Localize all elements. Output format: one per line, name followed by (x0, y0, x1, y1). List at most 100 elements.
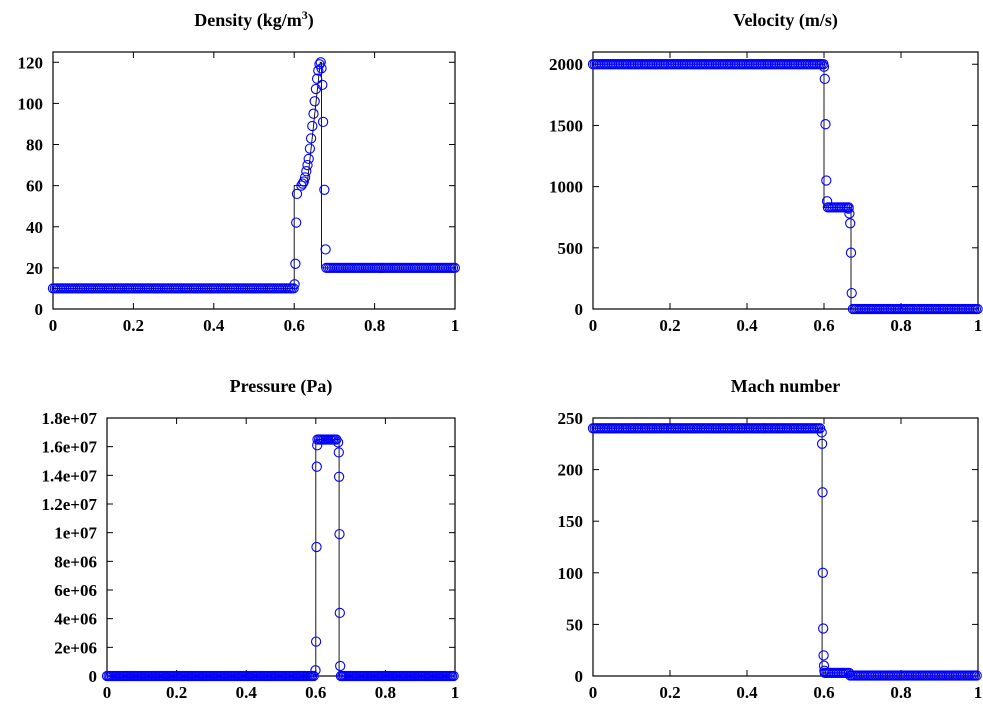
x-tick-label: 0.8 (890, 683, 911, 702)
chart-title: Pressure (Pa) (230, 376, 333, 397)
data-point (332, 437, 344, 448)
data-point (291, 217, 302, 228)
y-tick-label: 500 (558, 239, 584, 258)
y-tick-label: 200 (558, 461, 584, 480)
data-point (311, 461, 322, 472)
data-point (819, 73, 830, 85)
data-point (297, 178, 308, 189)
data-point (299, 172, 311, 183)
data-point (309, 96, 320, 107)
x-tick-label: 0.4 (736, 316, 758, 335)
data-point (817, 567, 828, 578)
data-point (333, 471, 345, 482)
x-tick-label: 1 (974, 316, 983, 335)
plot-frame (592, 417, 979, 677)
y-tick-label: 80 (26, 136, 43, 155)
data-point (305, 133, 317, 144)
y-tick-label: 50 (566, 615, 583, 634)
data-point (303, 153, 314, 165)
data-point (310, 83, 322, 95)
data-point (334, 528, 345, 540)
data-point (818, 623, 829, 634)
x-tick-label: 0.2 (123, 316, 144, 335)
data-point (818, 650, 829, 661)
data-point (310, 636, 322, 647)
x-tick-label: 1 (451, 316, 460, 335)
data-point (821, 196, 833, 207)
y-tick-label: 100 (18, 94, 44, 113)
data-point (301, 166, 312, 177)
x-tick-label: 0.8 (364, 316, 385, 335)
x-tick-label: 0.6 (284, 316, 305, 335)
data-point (311, 73, 323, 84)
data-point (821, 175, 832, 186)
data-point (304, 143, 316, 154)
x-tick-label: 0.8 (890, 316, 911, 335)
x-tick-label: 0.2 (659, 683, 680, 702)
data-point (844, 208, 855, 219)
data-point (308, 670, 319, 682)
data-point (818, 660, 830, 671)
x-tick-label: 0.2 (166, 683, 187, 702)
chart-panel-3: Pressure (Pa) 0 0.2 0.4 0.6 0.8 1 0 2e+06 4e+06 6e… (42, 376, 460, 702)
data-point (817, 487, 828, 498)
data-point (449, 262, 460, 274)
data-point (308, 108, 319, 119)
chart-title: Mach number (731, 376, 841, 396)
y-tick-label: 4e+06 (54, 610, 97, 629)
data-point (334, 607, 345, 619)
y-tick-label: 150 (558, 512, 584, 531)
data-point (290, 258, 301, 269)
data-point (820, 119, 831, 130)
data-point (846, 287, 857, 299)
data-point (843, 203, 854, 214)
data-point (335, 660, 346, 672)
data-point (819, 665, 830, 676)
exact-solution-line (593, 427, 978, 677)
y-tick-label: 6e+06 (54, 581, 97, 600)
data-point (316, 63, 327, 74)
x-tick-label: 1 (451, 683, 460, 702)
x-tick-label: 1 (974, 683, 983, 702)
y-tick-label: 2e+06 (54, 638, 97, 657)
plot-frame (592, 51, 979, 310)
exact-solution-line (107, 439, 455, 677)
y-tick-label: 40 (26, 218, 43, 237)
x-tick-label: 0 (103, 683, 112, 702)
data-point (310, 665, 321, 676)
data-point (818, 61, 830, 72)
chart-panel-2: Velocity (m/s) 0 0.2 0.4 0.6 0.8 1 0 500 1000 1500… (549, 10, 983, 335)
y-tick-label: 20 (26, 259, 43, 278)
y-tick-label: 120 (18, 53, 44, 72)
chart-panel-4: Mach number 0 0.2 0.4 0.6 0.8 1 0 50 100 150 200 250 (558, 376, 983, 702)
x-tick-label: 0.4 (203, 316, 225, 335)
data-point (307, 120, 318, 132)
data-point (816, 438, 828, 449)
data-point (972, 303, 983, 315)
data-point (302, 159, 313, 171)
x-tick-label: 0 (589, 683, 598, 702)
y-tick-label: 1000 (549, 178, 583, 197)
data-point (319, 184, 330, 195)
y-tick-label: 0 (575, 300, 584, 319)
data-point (312, 440, 323, 451)
y-tick-label: 1.4e+07 (42, 466, 98, 485)
x-tick-label: 0.4 (236, 683, 258, 702)
chart-title: Velocity (m/s) (733, 10, 838, 31)
y-tick-label: 100 (558, 564, 584, 583)
y-tick-label: 0 (575, 667, 584, 686)
data-point (311, 541, 322, 553)
y-tick-label: 60 (26, 177, 43, 196)
y-tick-label: 1.2e+07 (42, 495, 98, 514)
y-tick-label: 1e+07 (54, 524, 97, 543)
data-point (317, 79, 328, 91)
data-point (448, 670, 459, 682)
data-point (333, 447, 344, 458)
data-point (320, 244, 331, 255)
data-point (315, 57, 326, 68)
x-tick-label: 0.4 (736, 683, 758, 702)
data-point (816, 427, 827, 438)
data-point (845, 218, 856, 229)
y-tick-label: 2000 (549, 55, 583, 74)
